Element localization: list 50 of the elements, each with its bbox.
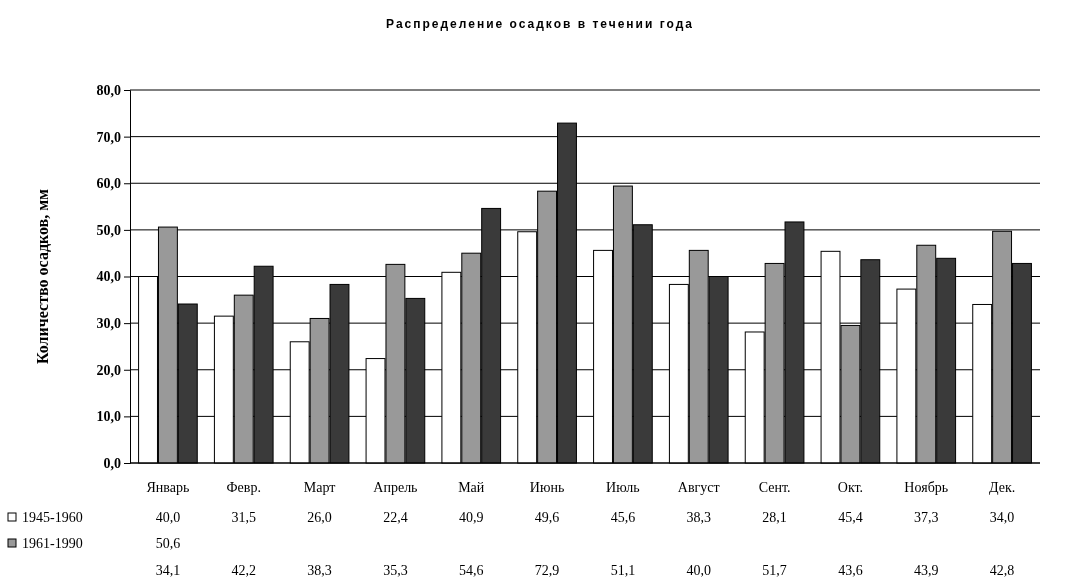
data-label: 34,0 [989,510,1015,525]
x-tick-label: Окт. [837,480,864,495]
data-label: 54,6 [459,563,484,578]
x-tick-label: Август [677,480,720,495]
data-label: 42,2 [231,563,256,578]
data-label: 51,7 [762,563,787,578]
text: 50,6 [155,536,181,551]
x-tick-label: Ноябрь [904,480,949,495]
x-tick-label: Май [458,480,485,495]
data-label: 42,8 [989,563,1015,578]
x-tick-label: Февр. [226,480,261,495]
y-tick-label: 10,0 [96,409,121,425]
data-label: 40,0 [155,510,181,525]
x-tick-label: Сент. [758,480,791,495]
data-label: 37,3 [914,510,939,525]
y-tick-label: 70,0 [96,129,121,145]
data-label: 26,0 [307,510,332,525]
data-label: 38,3 [307,563,332,578]
legend-label: 1945-1960 [22,510,83,525]
y-tick-label: 0,0 [103,455,121,471]
x-tick-label: Июль [606,480,640,495]
y-axis-title: Количество осадков, мм [34,188,51,365]
x-tick-label: Март [303,480,336,495]
y-tick-label: 80,0 [96,82,121,98]
data-label: 43,6 [838,563,863,578]
data-label: 22,4 [383,510,408,525]
y-tick-label: 50,0 [96,222,121,238]
data-label: 49,6 [534,510,560,525]
data-label: 45,4 [838,510,863,525]
x-tick-label: Январь [146,480,190,495]
data-label: 72,9 [534,563,560,578]
data-label: 38,3 [686,510,711,525]
chart-title: Распределение осадков в течении года [386,17,694,31]
data-label: 45,6 [610,510,636,525]
data-label: 34,1 [155,563,181,578]
data-label: 35,3 [383,563,408,578]
x-tick-label: Апрель [373,480,418,495]
y-tick-label: 60,0 [96,176,121,192]
legend-label: 1961-1990 [22,536,83,551]
y-tick-label: 40,0 [96,269,121,285]
x-tick-label: Июнь [529,480,565,495]
data-label: 43,9 [914,563,939,578]
data-label: 51,1 [610,563,636,578]
data-label: 40,9 [459,510,484,525]
data-label: 28,1 [762,510,787,525]
data-label: 31,5 [231,510,256,525]
data-label: 40,0 [686,563,711,578]
x-tick-label: Дек. [988,480,1016,495]
y-tick-label: 20,0 [96,362,121,378]
y-tick-label: 30,0 [96,316,121,332]
